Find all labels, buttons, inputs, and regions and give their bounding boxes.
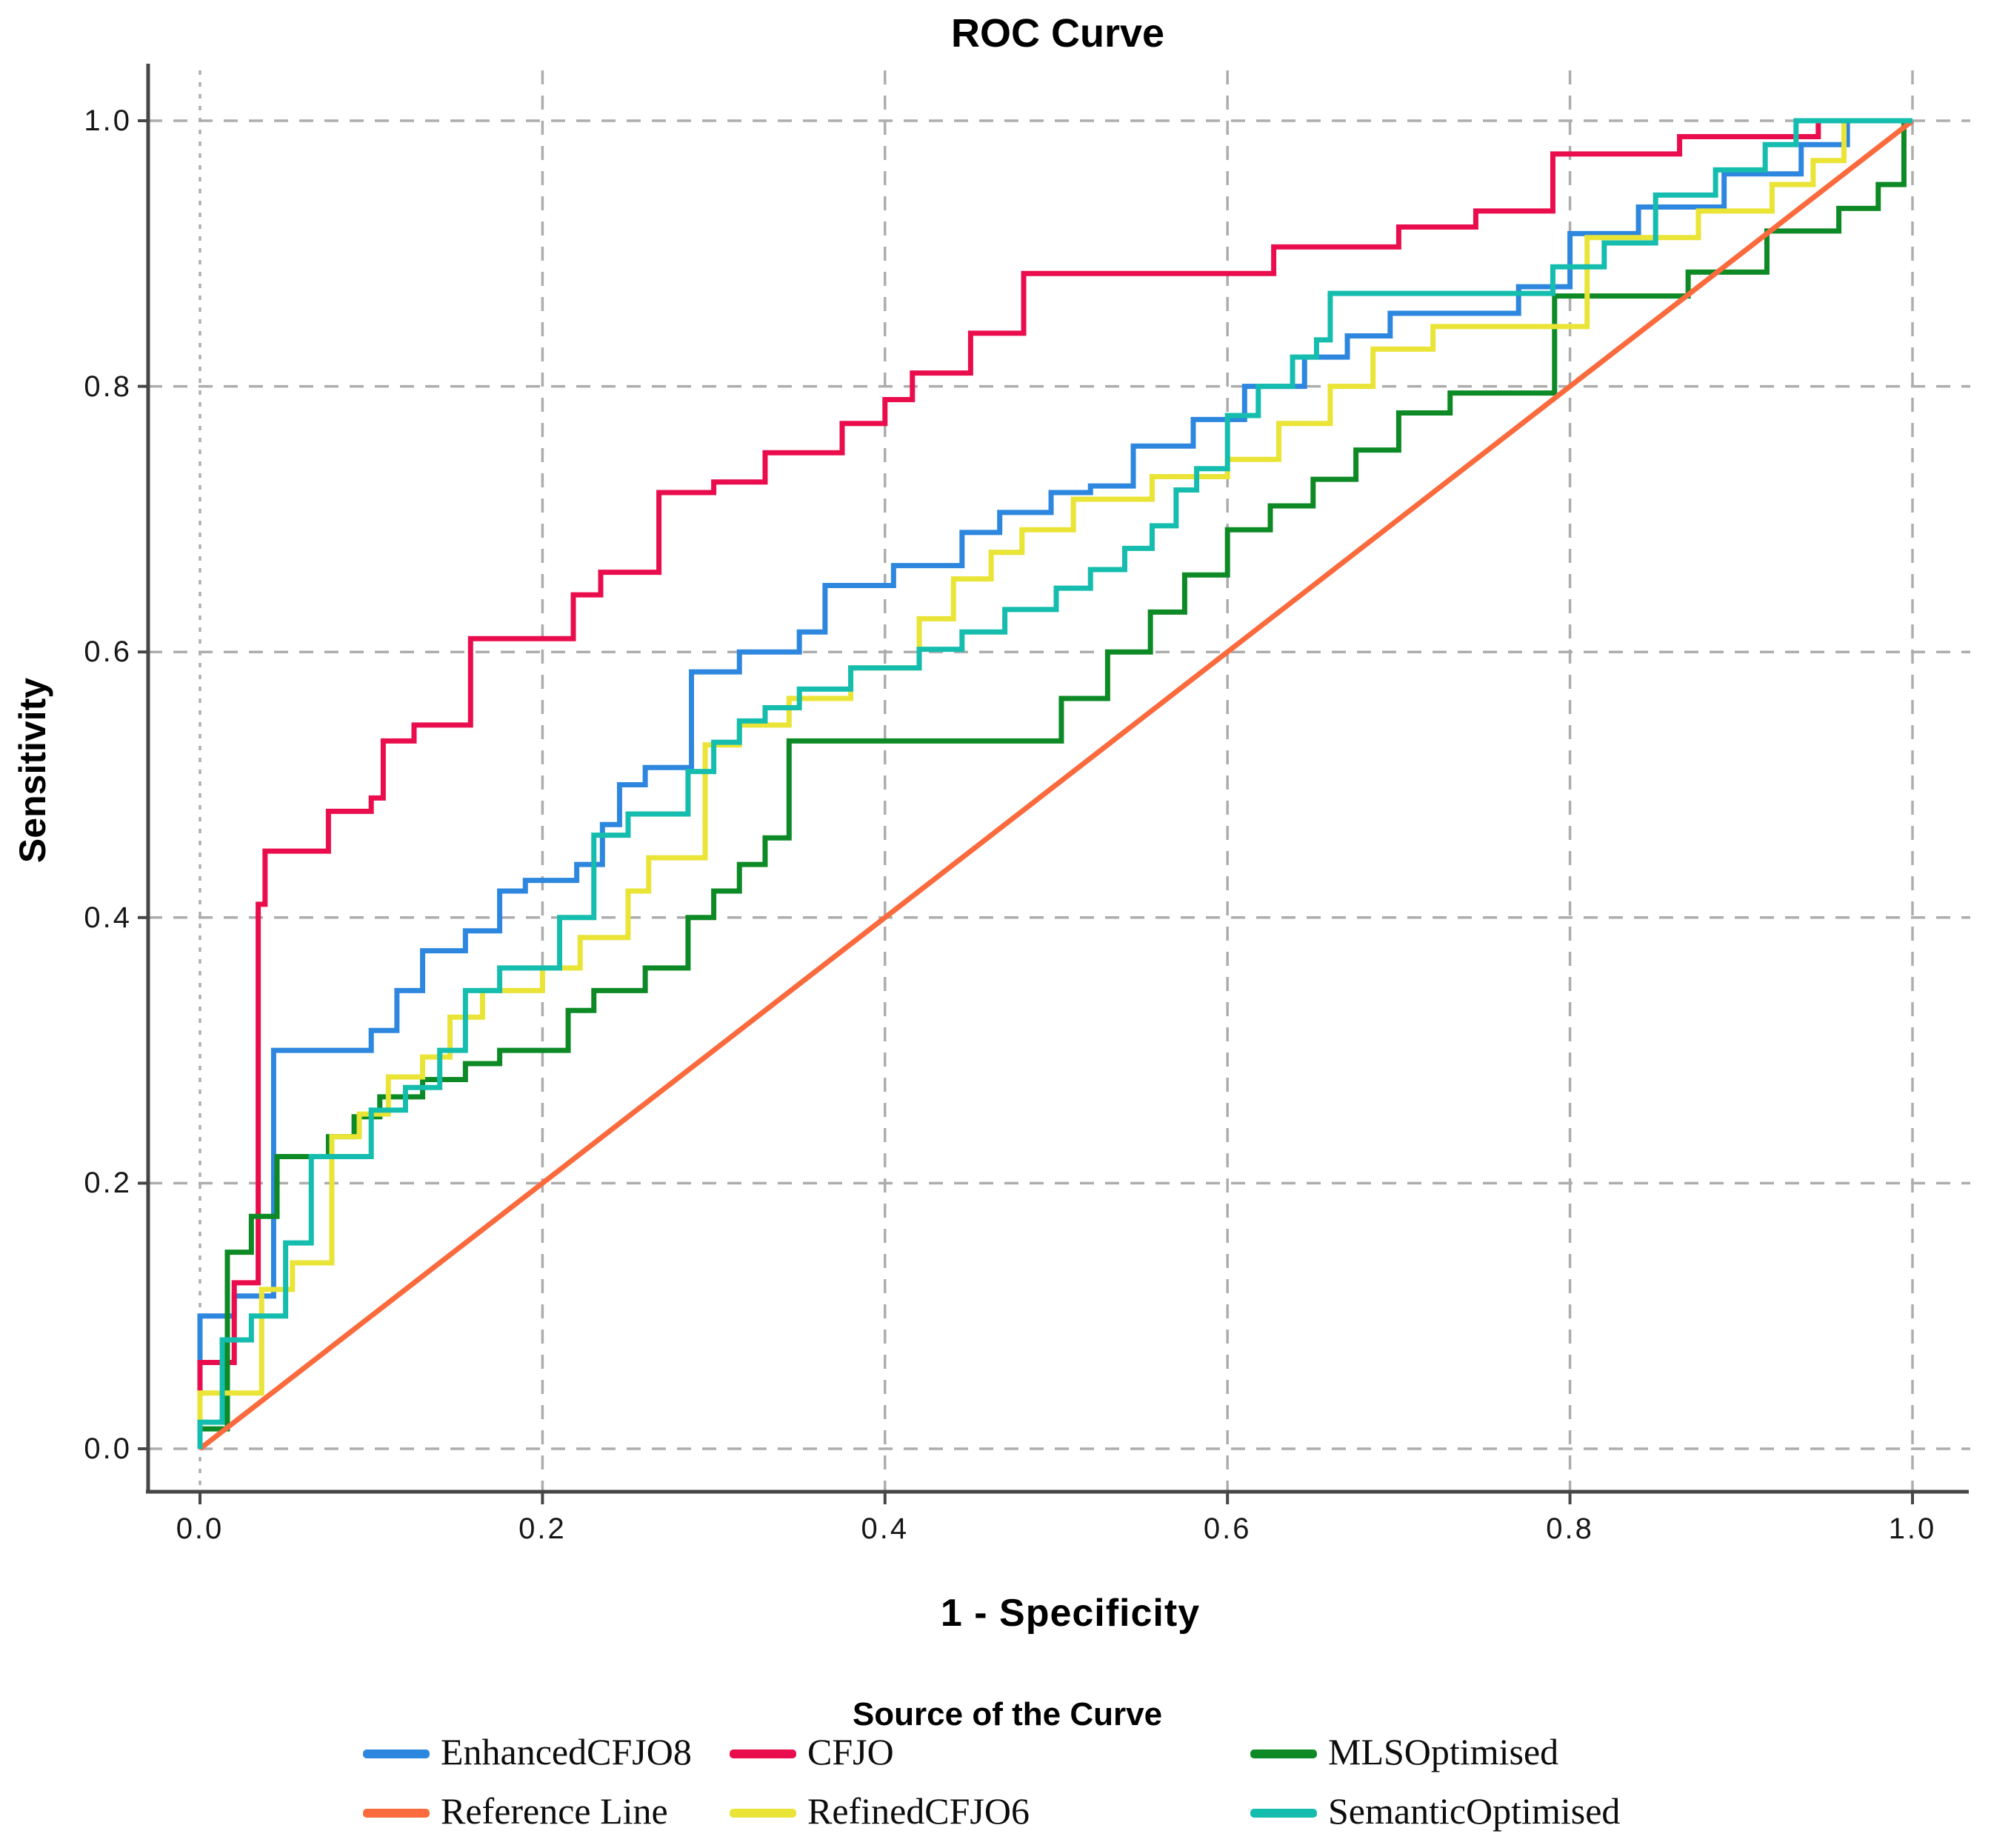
legend-label-mlsoptimised: MLSOptimised bbox=[1328, 1731, 1559, 1772]
legend-swatch-reference-line bbox=[363, 1809, 430, 1818]
x-tick-label: 0.6 bbox=[1203, 1512, 1252, 1545]
legend-label-semanticoptimised: SemanticOptimised bbox=[1328, 1790, 1621, 1832]
legend-swatch-mlsoptimised bbox=[1250, 1749, 1317, 1758]
legend-title: Source of the Curve bbox=[852, 1696, 1163, 1732]
legend-label-cfjo: CFJO bbox=[807, 1731, 894, 1772]
legend-label-refinedcfjo6: RefinedCFJO6 bbox=[807, 1790, 1030, 1832]
legend-label-enhancedcfjo8: EnhancedCFJO8 bbox=[441, 1731, 692, 1772]
y-tick-label: 1.0 bbox=[84, 104, 132, 137]
y-tick-label: 0.6 bbox=[84, 636, 132, 669]
x-tick-label: 1.0 bbox=[1888, 1512, 1937, 1545]
y-tick-label: 0.2 bbox=[84, 1167, 132, 1200]
x-tick-label: 0.8 bbox=[1546, 1512, 1594, 1545]
x-tick-label: 0.4 bbox=[861, 1512, 910, 1545]
legend-swatch-enhancedcfjo8 bbox=[363, 1749, 430, 1758]
y-tick-label: 0.4 bbox=[84, 901, 132, 934]
legend-swatch-semanticoptimised bbox=[1250, 1809, 1317, 1818]
y-tick-label: 0.0 bbox=[84, 1432, 132, 1465]
legend-swatch-cfjo bbox=[730, 1749, 796, 1758]
legend-label-reference-line: Reference Line bbox=[441, 1790, 668, 1832]
x-axis-title: 1 - Specificity bbox=[940, 1592, 1201, 1635]
x-tick-label: 0.2 bbox=[518, 1512, 567, 1545]
chart-title: ROC Curve bbox=[950, 11, 1165, 56]
x-tick-label: 0.0 bbox=[176, 1512, 224, 1545]
legend-swatch-refinedcfjo6 bbox=[730, 1809, 796, 1818]
y-tick-label: 0.8 bbox=[84, 370, 132, 403]
